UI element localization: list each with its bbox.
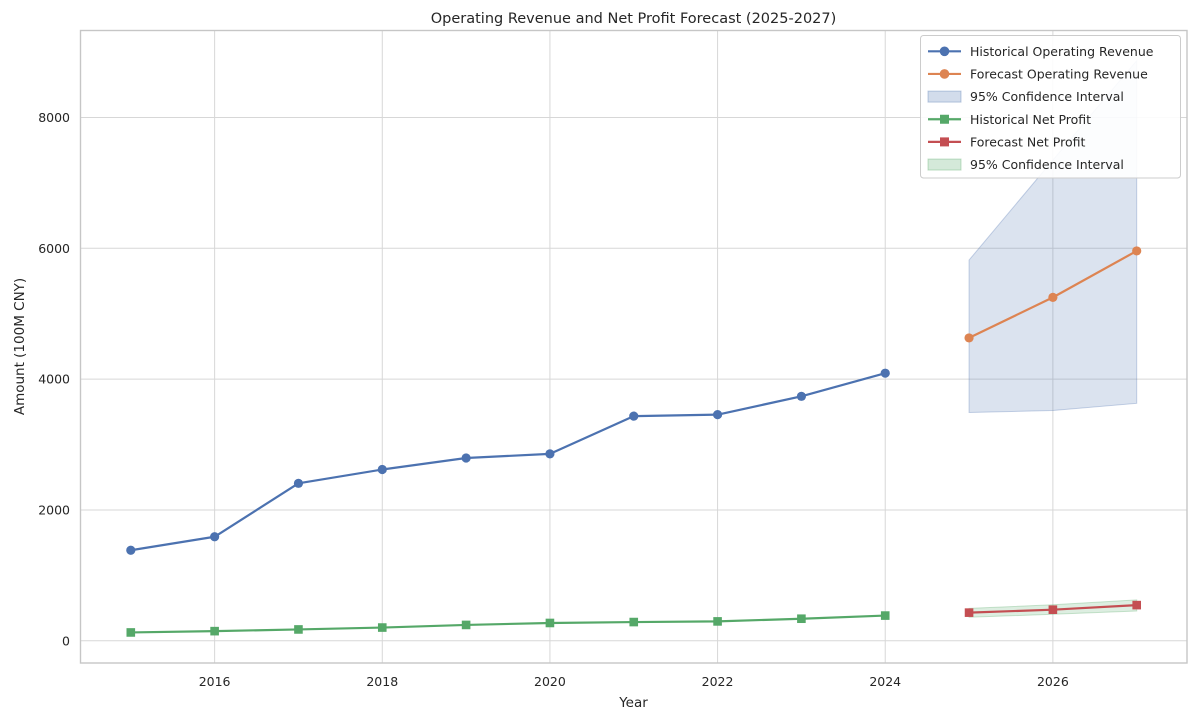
x-tick-label-2026: 2026 xyxy=(1037,674,1069,689)
legend-label: Forecast Net Profit xyxy=(970,134,1085,149)
legend-circle-marker-icon xyxy=(939,69,950,79)
y-tick-labels: 0 2000 4000 6000 8000 xyxy=(38,110,70,648)
legend-label: 95% Confidence Interval xyxy=(970,157,1124,172)
forecast-operating-revenue-point-2027 xyxy=(1132,246,1142,256)
legend-square-marker-icon xyxy=(940,137,949,147)
y-tick-label-2000: 2000 xyxy=(38,502,70,517)
y-tick-label-6000: 6000 xyxy=(38,241,70,256)
forecast-net-profit-point-2025 xyxy=(964,608,974,617)
historical-operating-revenue-point-2017 xyxy=(293,478,304,488)
historical-net-profit-point-2021 xyxy=(629,617,639,627)
y-tick-label-8000: 8000 xyxy=(38,110,70,125)
historical-net-profit-point-2023 xyxy=(797,614,806,624)
axes-frame xyxy=(79,29,1188,664)
historical-operating-revenue-point-2020 xyxy=(545,449,555,459)
historical-operating-revenue-point-2016 xyxy=(210,532,220,542)
historical-operating-revenue-line xyxy=(129,372,887,552)
data-series xyxy=(126,246,1142,637)
historical-net-profit-point-2018 xyxy=(377,623,387,632)
legend-square-marker-icon xyxy=(940,114,949,124)
forecast-net-profit-point-2027 xyxy=(1132,600,1142,610)
y-tick-label-4000: 4000 xyxy=(38,372,70,387)
legend-label: Forecast Operating Revenue xyxy=(970,66,1148,81)
historical-net-profit-point-2024 xyxy=(880,611,890,620)
legend-box xyxy=(920,35,1181,179)
forecast-operating-revenue-point-2025 xyxy=(964,333,974,343)
historical-net-profit-line xyxy=(129,614,887,634)
historical-operating-revenue-point-2024 xyxy=(880,368,890,378)
y-tick-label-0: 0 xyxy=(62,633,70,648)
historical-net-profit-point-2019 xyxy=(461,620,471,630)
x-tick-label-2024: 2024 xyxy=(869,674,901,689)
historical-operating-revenue-point-2019 xyxy=(461,453,471,463)
legend: Historical Operating Revenue Forecast Ope… xyxy=(920,35,1181,179)
chart-title: Operating Revenue and Net Profit Forecas… xyxy=(431,11,837,27)
historical-net-profit-point-2015 xyxy=(126,628,136,637)
x-tick-label-2022: 2022 xyxy=(702,674,734,689)
historical-operating-revenue-point-2015 xyxy=(126,545,136,555)
historical-operating-revenue-group xyxy=(126,368,890,555)
legend-patch-swatch xyxy=(927,90,962,103)
forecast-net-profit-group xyxy=(964,600,1142,617)
historical-net-profit-point-2017 xyxy=(294,625,303,634)
historical-operating-revenue-point-2023 xyxy=(796,391,807,401)
legend-entry-3: Historical Net Profit xyxy=(928,112,1091,127)
legend-entry-2: 95% Confidence Interval xyxy=(927,89,1124,104)
legend-entry-4: Forecast Net Profit xyxy=(928,134,1085,149)
legend-label: 95% Confidence Interval xyxy=(970,89,1124,104)
legend-label: Historical Operating Revenue xyxy=(970,44,1154,59)
historical-net-profit-group xyxy=(126,611,890,637)
x-tick-label-2016: 2016 xyxy=(199,674,231,689)
historical-operating-revenue-point-2022 xyxy=(712,410,723,420)
legend-entry-5: 95% Confidence Interval xyxy=(927,157,1124,172)
legend-entry-1: Forecast Operating Revenue xyxy=(928,66,1148,81)
legend-circle-marker-icon xyxy=(939,46,950,57)
x-tick-label-2018: 2018 xyxy=(366,674,398,689)
historical-net-profit-point-2022 xyxy=(713,617,722,626)
y-axis-label: Amount (100M CNY) xyxy=(12,278,28,415)
forecast-operating-revenue-point-2026 xyxy=(1048,292,1058,302)
x-tick-label-2020: 2020 xyxy=(534,674,566,689)
historical-operating-revenue-point-2018 xyxy=(377,464,387,475)
forecast-net-profit-point-2026 xyxy=(1048,605,1058,614)
historical-operating-revenue-point-2021 xyxy=(629,411,639,421)
forecast-operating-revenue-group xyxy=(964,246,1142,343)
legend-entry-0: Historical Operating Revenue xyxy=(928,44,1154,59)
historical-net-profit-point-2016 xyxy=(210,626,219,636)
legend-patch-swatch xyxy=(927,158,962,171)
legend-label: Historical Net Profit xyxy=(970,112,1091,127)
x-tick-labels: 2016 2018 2020 2022 2024 2026 xyxy=(199,674,1069,689)
x-axis-label: Year xyxy=(618,695,648,711)
historical-net-profit-point-2020 xyxy=(545,618,555,628)
